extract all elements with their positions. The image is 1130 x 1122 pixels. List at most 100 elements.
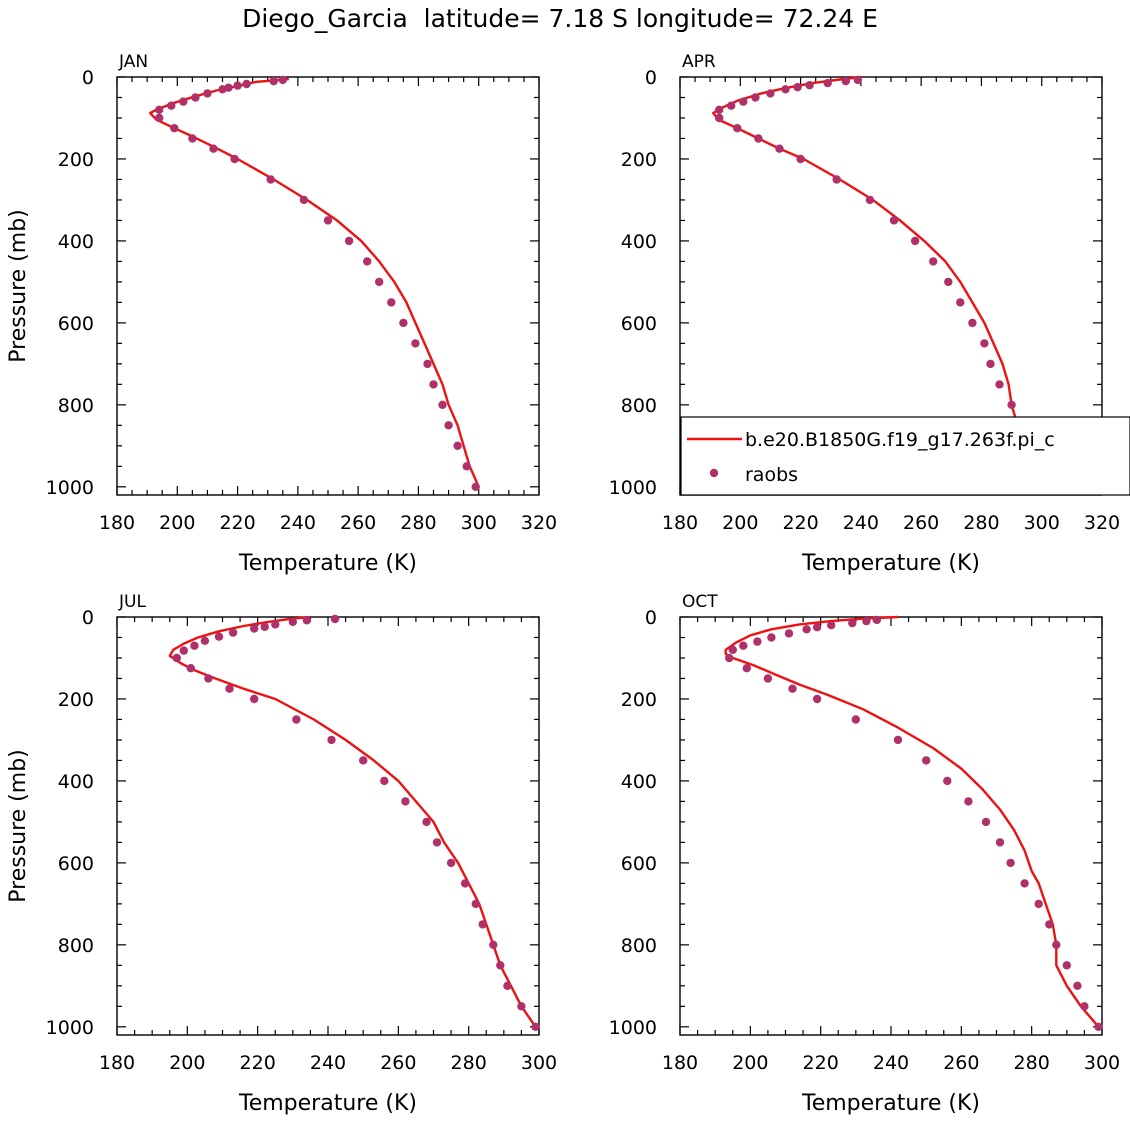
data-point-raobs: [715, 113, 724, 123]
data-point-raobs: [802, 625, 811, 634]
x-tick-label: 300: [1024, 512, 1060, 534]
x-tick-label: 300: [521, 1052, 557, 1074]
data-point-raobs: [250, 624, 259, 633]
data-point-raobs: [944, 277, 953, 287]
data-point-raobs: [1045, 920, 1054, 929]
y-tick-label: 200: [58, 689, 94, 711]
x-tick-label: 260: [903, 512, 939, 534]
data-point-raobs: [204, 674, 213, 683]
data-point-raobs: [401, 797, 410, 806]
x-tick-label: 280: [1014, 1052, 1050, 1074]
x-tick-label: 200: [159, 512, 195, 534]
data-point-raobs: [1007, 400, 1016, 409]
x-tick-label: 220: [782, 512, 818, 534]
data-point-raobs: [375, 277, 384, 287]
data-point-raobs: [812, 694, 822, 704]
data-point-raobs: [986, 359, 995, 369]
panel-label: JUL: [118, 592, 146, 612]
data-point-raobs: [228, 628, 238, 637]
data-point-raobs: [190, 641, 199, 650]
data-point-raobs: [725, 653, 734, 663]
data-point-raobs: [964, 797, 973, 806]
plot-frame: [116, 76, 540, 496]
data-point-raobs: [446, 858, 456, 868]
data-point-raobs: [172, 653, 181, 663]
data-point-raobs: [893, 735, 903, 745]
y-tick-label: 800: [58, 395, 94, 417]
data-point-raobs: [823, 78, 832, 88]
data-point-raobs: [292, 715, 301, 724]
data-point-raobs: [865, 195, 875, 205]
data-point-raobs: [271, 620, 280, 629]
y-tick-label: 800: [58, 935, 94, 957]
data-point-raobs: [170, 124, 179, 133]
data-point-raobs: [781, 85, 790, 94]
data-point-raobs: [827, 621, 836, 630]
y-tick-label: 0: [82, 607, 94, 629]
data-point-raobs: [179, 97, 188, 106]
panel-label: APR: [682, 52, 716, 72]
data-point-raobs: [242, 79, 251, 89]
data-point-raobs: [922, 756, 931, 765]
data-point-raobs: [422, 817, 431, 827]
x-axis-label: Temperature (K): [801, 551, 980, 576]
data-point-raobs: [471, 899, 480, 909]
data-point-raobs: [1034, 899, 1043, 909]
data-point-raobs: [517, 1002, 526, 1011]
y-tick-label: 600: [621, 853, 657, 875]
data-point-raobs: [767, 633, 776, 642]
data-point-raobs: [302, 616, 312, 625]
x-axis-label: Temperature (K): [801, 1091, 980, 1116]
data-point-raobs: [266, 175, 275, 184]
y-tick-label: 1000: [609, 1017, 657, 1039]
x-tick-label: 240: [843, 512, 879, 534]
plot-frame: [116, 616, 540, 1036]
data-point-raobs: [200, 636, 210, 645]
y-tick-label: 400: [621, 771, 657, 793]
x-tick-label: 200: [732, 1052, 768, 1074]
data-point-raobs: [218, 85, 227, 94]
data-point-raobs: [775, 144, 784, 153]
panel-apr: 180 200 220 240 260 280 300 320 0 200 400 600 800 100…: [609, 52, 1120, 576]
data-point-raobs: [751, 93, 760, 102]
data-point-raobs: [784, 629, 794, 638]
data-point-raobs: [739, 97, 748, 106]
legend-line-label: b.e20.B1850G.f19_g17.263f.pi_c: [745, 429, 1055, 451]
data-point-raobs: [344, 236, 354, 246]
data-point-raobs: [399, 318, 408, 328]
panel-label: OCT: [682, 592, 718, 612]
y-tick-label: 400: [621, 231, 657, 253]
y-tick-label: 1000: [46, 477, 94, 499]
data-point-raobs: [956, 298, 965, 307]
y-tick-label: 800: [621, 935, 657, 957]
data-point-raobs: [1052, 940, 1061, 949]
x-tick-label: 300: [1084, 1052, 1120, 1074]
data-point-raobs: [203, 89, 212, 98]
y-axis-label: Pressure (mb): [6, 209, 31, 363]
data-point-raobs: [848, 618, 857, 628]
y-axis-label: Pressure (mb): [6, 749, 31, 903]
data-point-raobs: [715, 105, 724, 115]
data-point-raobs: [910, 236, 920, 246]
x-tick-label: 200: [722, 512, 758, 534]
x-tick-label: 180: [662, 1052, 698, 1074]
legend-marker-label: raobs: [745, 464, 798, 486]
data-point-raobs: [1094, 1022, 1103, 1031]
x-tick-label: 180: [662, 512, 698, 534]
data-point-raobs: [841, 76, 850, 86]
data-point-raobs: [327, 735, 336, 745]
data-point-raobs: [742, 664, 751, 673]
data-point-raobs: [453, 441, 462, 450]
data-point-raobs: [968, 318, 977, 328]
data-point-raobs: [462, 462, 471, 471]
data-point-raobs: [233, 81, 242, 90]
x-tick-label: 220: [219, 512, 255, 534]
x-axis-label: Temperature (K): [238, 551, 417, 576]
data-point-raobs: [862, 616, 871, 626]
data-point-raobs: [387, 298, 396, 307]
data-point-raobs: [250, 694, 259, 704]
data-point-raobs: [423, 359, 432, 369]
data-point-raobs: [209, 144, 218, 153]
legend: b.e20.B1850G.f19_g17.263f.pi_c raobs: [680, 416, 1130, 496]
